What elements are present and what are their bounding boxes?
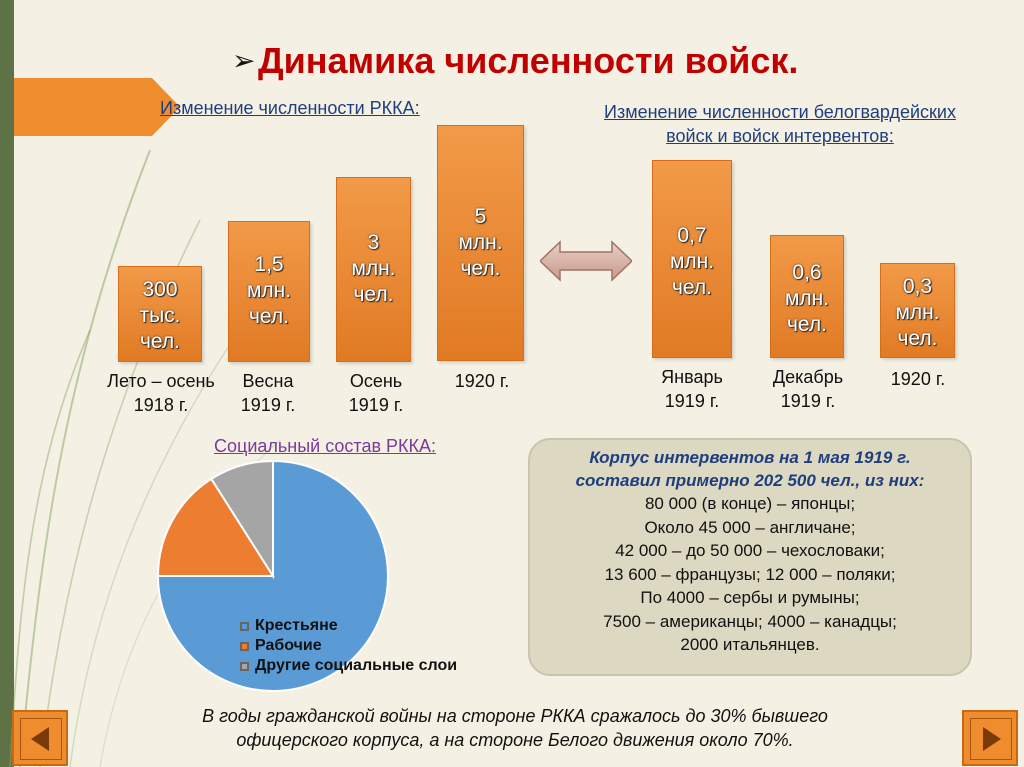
prev-slide-button[interactable] xyxy=(12,710,68,766)
intervention-line: Около 45 000 – англичане; xyxy=(644,517,856,537)
prev-button-frame xyxy=(20,718,62,760)
white-heading-line1: Изменение численности белогвардейских xyxy=(604,102,956,122)
caption-line: 1919 г. xyxy=(664,391,720,411)
bar-value: 300 xyxy=(142,278,178,301)
caption-line: Декабрь xyxy=(772,367,844,387)
page-title: Динамика численности войск. xyxy=(258,40,799,81)
rkka-bar-1920: 5 млн. чел. xyxy=(437,125,524,361)
rkka-bar-spring-1919: 1,5 млн. чел. xyxy=(228,221,310,362)
pie-legend: Крестьяне Рабочие Другие социальные слои xyxy=(240,616,457,676)
legend-item-others: Другие социальные слои xyxy=(240,656,457,676)
bar-unit: млн. xyxy=(458,231,503,254)
bar-unit: млн. xyxy=(669,250,715,273)
bar-unit-people: чел. xyxy=(353,283,394,306)
left-accent-bar xyxy=(0,0,14,767)
intervention-info-box: Корпус интервентов на 1 мая 1919 г. сост… xyxy=(528,438,972,676)
white-bar-1920: 0,3 млн. чел. xyxy=(880,263,955,358)
bar-unit-people: чел. xyxy=(248,305,289,328)
intervention-line: 7500 – американцы; 4000 – канадцы; xyxy=(603,611,897,631)
rkka-caption-1918: Лето – осень 1918 г. xyxy=(92,369,230,417)
intervention-line: 42 000 – до 50 000 – чехословаки; xyxy=(615,541,885,560)
bottom-note-line1: В годы гражданской войны на стороне РККА… xyxy=(202,706,828,726)
intervention-line: 80 000 (в конце) – японцы; xyxy=(644,494,856,513)
legend-label: Крестьяне xyxy=(255,617,338,634)
rkka-caption-1920: 1920 г. xyxy=(436,369,528,393)
intervention-line: По 4000 – сербы и румыны; xyxy=(640,588,860,607)
white-bar-dec-1919: 0,6 млн. чел. xyxy=(770,235,844,358)
caption-line: Весна xyxy=(242,371,294,391)
bar-value: 0,6 xyxy=(792,261,822,284)
bar-value: 3 xyxy=(367,231,380,254)
caption-line: Январь xyxy=(661,367,723,387)
white-caption-dec-1919: Декабрь 1919 г. xyxy=(756,365,860,413)
bar-unit-people: чел. xyxy=(897,327,938,350)
bar-unit-people: чел. xyxy=(139,330,180,353)
legend-item-peasants: Крестьяне xyxy=(240,616,457,636)
pie-slice-3 xyxy=(209,459,274,580)
bar-unit: млн. xyxy=(895,301,940,324)
legend-item-workers: Рабочие xyxy=(240,636,457,656)
caption-line: 1920 г. xyxy=(454,371,510,391)
white-bar-jan-1919: 0,7 млн. чел. xyxy=(652,160,732,358)
pie-slice-1 xyxy=(156,459,389,692)
bottom-note: В годы гражданской войны на стороне РККА… xyxy=(150,704,880,752)
intervention-line: 13 600 – французы; 12 000 – поляки; xyxy=(604,564,896,584)
white-heading-line2: войск и войск интервентов: xyxy=(666,126,894,146)
caption-line: 1920 г. xyxy=(890,369,946,389)
caption-line: Лето – осень xyxy=(107,371,215,391)
rkka-bar-1918: 300 тыс. чел. xyxy=(118,266,202,362)
rkka-bar-autumn-1919: 3 млн. чел. xyxy=(336,177,411,362)
double-arrow-icon xyxy=(540,240,632,282)
bar-unit: тыс. xyxy=(139,304,181,327)
white-heading: Изменение численности белогвардейских во… xyxy=(550,100,1010,148)
legend-label: Другие социальные слои xyxy=(255,657,458,674)
bar-value: 0,7 xyxy=(677,224,707,247)
caption-line: 1918 г. xyxy=(133,395,189,415)
intervention-line: 2000 итальянцев. xyxy=(680,635,820,654)
caption-line: 1919 г. xyxy=(240,395,296,415)
bar-unit: млн. xyxy=(246,279,292,302)
caption-line: 1919 г. xyxy=(348,395,404,415)
bar-value: 1,5 xyxy=(254,253,284,276)
orange-tab-decoration xyxy=(14,78,180,136)
caption-line: 1919 г. xyxy=(780,391,836,411)
pie-slice-2 xyxy=(156,477,275,577)
caption-line: Осень xyxy=(349,371,403,391)
bar-unit-people: чел. xyxy=(460,257,501,280)
bottom-note-line2: офицерского корпуса, а на стороне Белого… xyxy=(236,730,794,750)
grass-decoration xyxy=(9,149,281,767)
bar-value: 0,3 xyxy=(902,275,933,298)
next-button-frame xyxy=(970,718,1012,760)
legend-swatch xyxy=(240,621,249,631)
white-caption-jan-1919: Январь 1919 г. xyxy=(642,365,742,413)
rkka-caption-spring-1919: Весна 1919 г. xyxy=(222,369,314,417)
social-pie-chart xyxy=(156,459,389,692)
triangle-left-icon xyxy=(31,727,49,751)
next-slide-button[interactable] xyxy=(962,710,1018,766)
legend-swatch xyxy=(240,641,249,651)
triangle-right-icon xyxy=(983,727,1001,751)
title-bullet-icon: ➢ xyxy=(232,45,256,76)
bar-unit: млн. xyxy=(784,287,830,310)
bar-unit: млн. xyxy=(351,257,396,280)
rkka-caption-autumn-1919: Осень 1919 г. xyxy=(330,369,422,417)
intervention-heading-line1: Корпус интервентов на 1 мая 1919 г. xyxy=(589,448,911,467)
legend-label: Рабочие xyxy=(255,637,322,654)
bar-unit-people: чел. xyxy=(671,276,712,299)
intervention-heading-line2: составил примерно 202 500 чел., из них: xyxy=(575,471,925,490)
white-caption-1920: 1920 г. xyxy=(868,367,968,391)
bar-unit-people: чел. xyxy=(786,313,827,336)
legend-swatch xyxy=(240,661,249,671)
rkka-heading: Изменение численности РККА: xyxy=(160,98,420,118)
social-chart-title: Социальный состав РККА: xyxy=(214,436,437,456)
bar-value: 5 xyxy=(474,205,487,228)
